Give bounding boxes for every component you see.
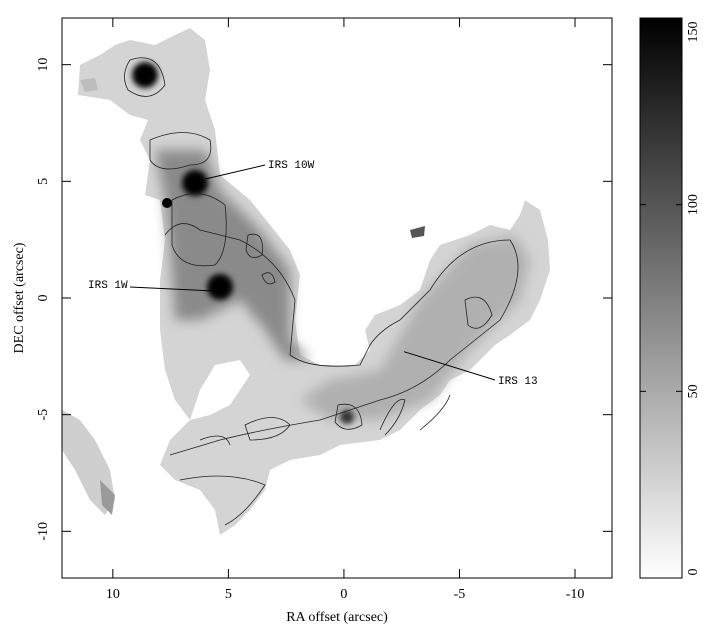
colorbar-tick-label: 150: [686, 22, 701, 43]
source-spot: [340, 410, 354, 424]
source-spot: [207, 274, 233, 300]
y-tick-label: 5: [36, 178, 51, 185]
source-spot: [182, 170, 208, 196]
patch: [410, 226, 425, 238]
annotation-label: IRS 10W: [268, 160, 315, 172]
colorbar-tick-label: 100: [686, 194, 701, 215]
source-spot: [132, 62, 158, 88]
x-tick-label: -5: [454, 587, 466, 602]
emission-map: [62, 28, 550, 535]
colorbar: [640, 18, 682, 578]
x-tick-label: 5: [225, 587, 232, 602]
colorbar-tick-label: 0: [686, 569, 701, 576]
source-spot: [162, 198, 172, 208]
colorbar-tick-label: 50: [686, 384, 701, 398]
x-tick-label: 10: [106, 587, 120, 602]
annotation-label: IRS 13: [498, 376, 538, 388]
x-tick-label: -10: [566, 587, 585, 602]
x-axis-label: RA offset (arcsec): [286, 610, 388, 625]
y-tick-label: -5: [36, 409, 51, 421]
chart: RA offset (arcsec) DEC offset (arcsec) 1…: [0, 0, 703, 630]
annotation-label: IRS 1W: [88, 280, 128, 292]
y-axis-label: DEC offset (arcsec): [12, 242, 27, 353]
y-tick-label: 0: [36, 295, 51, 302]
y-tick-label: -10: [36, 522, 51, 541]
y-tick-label: 10: [36, 58, 51, 72]
x-tick-label: 0: [340, 587, 347, 602]
